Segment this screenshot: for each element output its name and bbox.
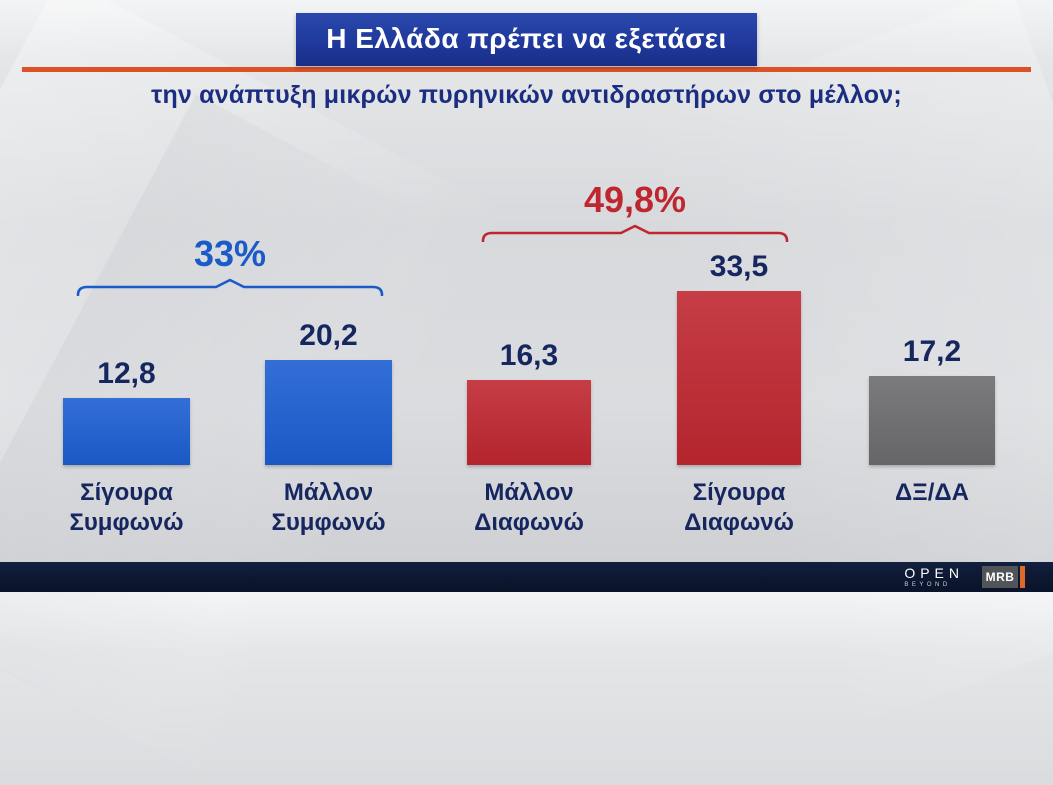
bar-chart: 12,8 Σίγουρα Συμφωνώ 20,2 Μάλλον Συμφωνώ… <box>0 110 1053 592</box>
bar <box>677 290 801 465</box>
bar-column: 17,2 ΔΞ/ΔΑ <box>869 110 995 592</box>
bar-category-label: Μάλλον Συμφωνώ <box>271 479 386 536</box>
open-logo-text: OPEN <box>904 565 964 581</box>
brace-icon <box>481 224 789 242</box>
bar-value-label: 20,2 <box>299 318 358 352</box>
bar-column: 12,8 Σίγουρα Συμφωνώ <box>63 110 190 592</box>
brace-icon <box>76 278 384 296</box>
bar-value-label: 17,2 <box>902 334 962 368</box>
bar-category-label: ΔΞ/ΔΑ <box>895 479 969 506</box>
accent-divider <box>22 67 1031 72</box>
group-total-label: 33% <box>193 233 267 274</box>
bar-value-label: 16,3 <box>499 339 559 373</box>
bar-category-label: Σίγουρα Συμφωνώ <box>69 479 184 536</box>
page-title: Η Ελλάδα πρέπει να εξετάσει <box>326 23 727 54</box>
header: Η Ελλάδα πρέπει να εξετάσει <box>0 0 1053 66</box>
bar-column: 33,5 Σίγουρα Διαφωνώ <box>677 110 801 592</box>
bar-column: 16,3 Μάλλον Διαφωνώ <box>467 110 591 592</box>
footer-bar: OPEN BEYOND MRB <box>0 562 1053 592</box>
page-subtitle: την ανάπτυξη μικρών πυρηνικών αντιδραστή… <box>151 81 902 109</box>
bar-category-label: Μάλλον Διαφωνώ <box>474 479 584 536</box>
open-channel-logo: OPEN BEYOND <box>904 566 964 588</box>
bar <box>265 359 392 465</box>
group-total-label: 49,8% <box>583 179 687 220</box>
bar-value-label: 12,8 <box>97 357 156 391</box>
title-banner: Η Ελλάδα πρέπει να εξετάσει <box>296 13 757 66</box>
bar <box>869 375 995 465</box>
bar <box>63 398 190 465</box>
bar <box>467 380 591 465</box>
bar-column: 20,2 Μάλλον Συμφωνώ <box>265 110 392 592</box>
group-disagree: 49,8% <box>480 182 790 242</box>
bar-value-label: 33,5 <box>709 249 769 283</box>
mrb-logo-text: MRB <box>982 566 1018 588</box>
bar-category-label: Σίγουρα Διαφωνώ <box>684 479 794 536</box>
open-beyond-label: BEYOND <box>904 582 951 588</box>
group-agree: 33% <box>75 236 385 296</box>
mrb-agency-logo: MRB <box>982 566 1025 588</box>
mrb-accent-stripe <box>1020 566 1025 588</box>
